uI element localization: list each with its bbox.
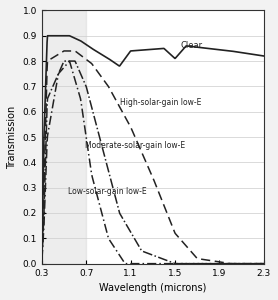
Text: Clear: Clear [181, 41, 203, 50]
Text: High-solar-gain low-E: High-solar-gain low-E [120, 98, 201, 107]
Bar [42, 11, 86, 264]
Text: Moderate-solar-gain low-E: Moderate-solar-gain low-E [85, 141, 185, 150]
X-axis label: Wavelength (microns): Wavelength (microns) [99, 283, 207, 293]
Text: Low-solar-gain low-E: Low-solar-gain low-E [68, 187, 147, 196]
Y-axis label: Transmission: Transmission [7, 105, 17, 169]
